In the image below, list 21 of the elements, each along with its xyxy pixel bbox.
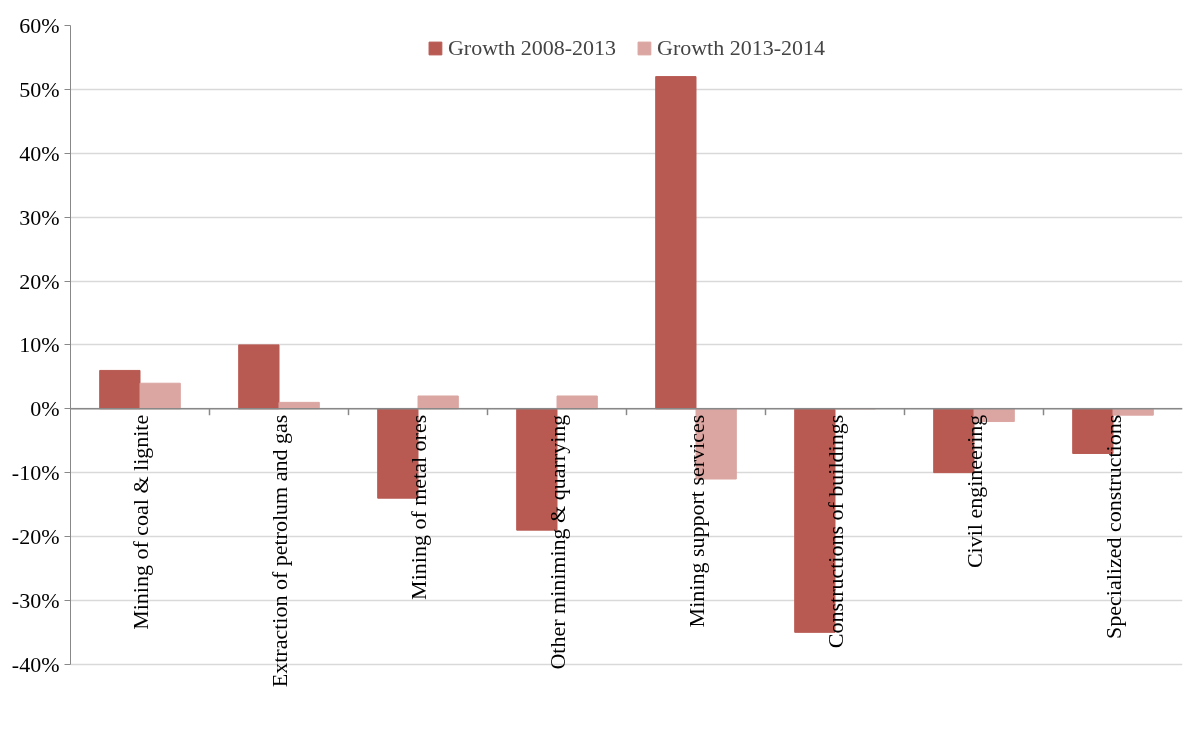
y-tick-label: 0% <box>30 396 60 422</box>
x-tick-label: Constructions of buildings <box>822 414 848 649</box>
y-tick-label: -10% <box>11 460 60 486</box>
y-tick-label: 50% <box>19 76 60 102</box>
x-tick-label: Specialized constructions <box>1100 414 1126 639</box>
y-tick-label: 60% <box>19 13 60 38</box>
y-tick-label: 10% <box>19 332 60 358</box>
y-tick-label: -30% <box>11 587 60 613</box>
y-tick-label: -20% <box>11 524 60 550</box>
y-tick-label: 40% <box>19 140 60 166</box>
x-tick-label: Mining of coal & lignite <box>127 414 153 630</box>
legend-label: Growth 2013-2014 <box>657 35 826 61</box>
x-tick-label: Extraction of petrolum and gas <box>266 414 292 688</box>
y-tick-label: 30% <box>19 204 60 230</box>
y-tick-label: -40% <box>11 651 60 677</box>
legend-label: Growth 2008-2013 <box>447 35 616 61</box>
x-tick-label: Other miniming & quarrying <box>544 414 570 670</box>
x-tick-label: Mining of metal ores <box>405 414 431 600</box>
y-tick-label: 20% <box>19 268 60 294</box>
x-tick-label: Civil engineering <box>961 414 987 569</box>
x-tick-label: Mining support services <box>683 414 709 628</box>
